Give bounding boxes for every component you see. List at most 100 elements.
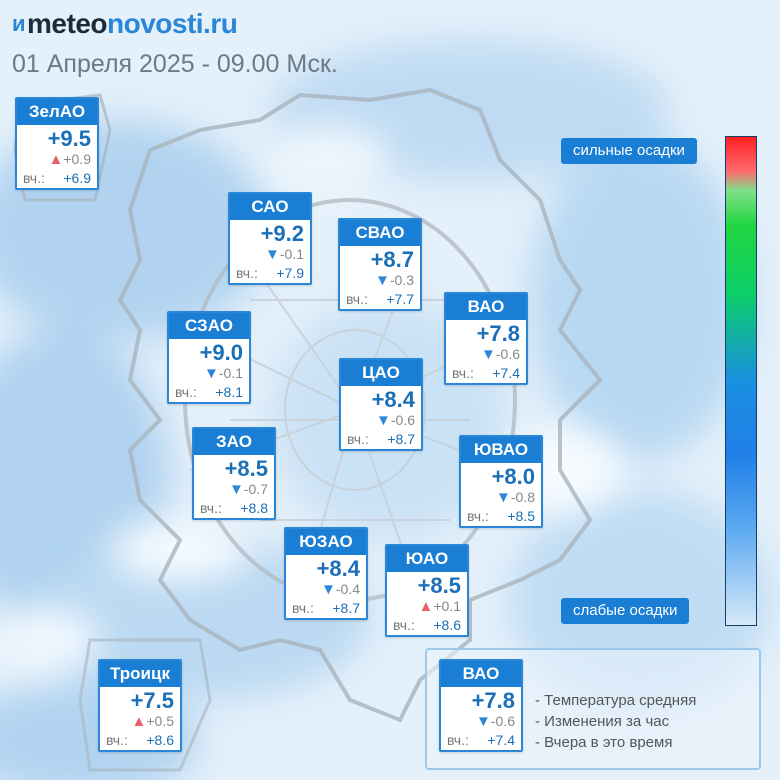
yesterday-label: вч.: xyxy=(393,617,415,633)
down-arrow-icon: ▼ xyxy=(496,489,511,506)
change-value: -0.6 xyxy=(390,412,415,428)
hourly-change: ▲+0.9 xyxy=(17,151,97,168)
down-arrow-icon: ▼ xyxy=(375,272,390,289)
temperature-average: +8.4 xyxy=(316,556,360,581)
district-name: САО xyxy=(230,194,310,220)
temperature-average: +7.5 xyxy=(130,688,174,713)
district-name: ЮЗАО xyxy=(286,529,366,555)
hourly-change: ▼-0.6 xyxy=(441,713,521,730)
yesterday-label: вч.: xyxy=(106,732,128,748)
district-card-zelao: ЗелАО +9.5 ▲+0.9 вч.: +6.9 xyxy=(15,97,99,190)
up-arrow-icon: ▲ xyxy=(418,598,434,615)
yesterday-value: +7.4 xyxy=(492,365,520,381)
yesterday-value: +6.9 xyxy=(63,170,91,186)
temperature-average: +8.0 xyxy=(491,464,535,489)
district-name: ЗелАО xyxy=(17,99,97,125)
yesterday-label: вч.: xyxy=(467,508,489,524)
up-arrow-icon: ▲ xyxy=(48,151,64,168)
hourly-change: ▼-0.8 xyxy=(461,489,541,506)
legend-line-change: - Изменения за час xyxy=(535,713,670,730)
down-arrow-icon: ▼ xyxy=(229,481,244,498)
yesterday-row: вч.: +7.9 xyxy=(230,263,310,283)
yesterday-label: вч.: xyxy=(23,170,45,186)
district-card-vao: ВАО +7.8 ▼-0.6 вч.: +7.4 xyxy=(444,292,528,385)
change-value: +0.5 xyxy=(146,713,174,729)
light-precipitation-label: слабые осадки xyxy=(561,598,690,624)
district-name: СЗАО xyxy=(169,313,249,339)
yesterday-row: вч.: +8.5 xyxy=(461,506,541,526)
hourly-change: ▼-0.7 xyxy=(194,481,274,498)
district-card-svao: СВАО +8.7 ▼-0.3 вч.: +7.7 xyxy=(338,218,422,311)
yesterday-value: +7.4 xyxy=(487,732,515,748)
logo-text-part1: meteo xyxy=(27,8,107,39)
district-card-troitsk: Троицк +7.5 ▲+0.5 вч.: +8.6 xyxy=(98,659,182,752)
hourly-change: ▼-0.1 xyxy=(169,365,249,382)
yesterday-row: вч.: +8.7 xyxy=(341,429,421,449)
district-card-yuao: ЮАО +8.5 ▲+0.1 вч.: +8.6 xyxy=(385,544,469,637)
hourly-change: ▼-0.6 xyxy=(446,346,526,363)
down-arrow-icon: ▼ xyxy=(321,581,336,598)
hourly-change: ▼-0.4 xyxy=(286,581,366,598)
legend-line-average: - Температура средняя xyxy=(535,692,697,709)
change-value: -0.1 xyxy=(279,246,304,262)
legend-descriptions: - Температура средняя - Изменения за час… xyxy=(535,690,696,753)
district-card-szao: СЗАО +9.0 ▼-0.1 вч.: +8.1 xyxy=(167,311,251,404)
logo-text-part2: novosti.ru xyxy=(107,8,238,39)
district-card-yuvao: ЮВАО +8.0 ▼-0.8 вч.: +8.5 xyxy=(459,435,543,528)
yesterday-value: +8.8 xyxy=(240,500,268,516)
yesterday-row: вч.: +8.7 xyxy=(286,598,366,618)
logo-icon: ᴎ xyxy=(12,11,26,36)
yesterday-value: +8.7 xyxy=(332,600,360,616)
hourly-change: ▲+0.5 xyxy=(100,713,180,730)
temperature-average: +8.5 xyxy=(417,573,461,598)
change-value: -0.6 xyxy=(490,713,515,729)
yesterday-label: вч.: xyxy=(346,291,368,307)
yesterday-label: вч.: xyxy=(292,600,314,616)
district-name: Троицк xyxy=(100,661,180,687)
yesterday-value: +8.6 xyxy=(146,732,174,748)
change-arrow-icon: ▼ xyxy=(476,713,491,730)
district-card-yuzao: ЮЗАО +8.4 ▼-0.4 вч.: +8.7 xyxy=(284,527,368,620)
date-time-title: 01 Апреля 2025 - 09.00 Мск. xyxy=(12,50,338,78)
yesterday-row: вч.: +8.6 xyxy=(100,730,180,750)
down-arrow-icon: ▼ xyxy=(376,412,391,429)
yesterday-value: +7.9 xyxy=(276,265,304,281)
district-card-zao: ЗАО +8.5 ▼-0.7 вч.: +8.8 xyxy=(192,427,276,520)
yesterday-row: вч.: +7.7 xyxy=(340,289,420,309)
change-value: -0.1 xyxy=(218,365,243,381)
up-arrow-icon: ▲ xyxy=(131,713,147,730)
district-name: ВАО xyxy=(441,661,521,687)
temperature-average: +7.8 xyxy=(476,321,520,346)
district-name: ЮАО xyxy=(387,546,467,572)
temperature-average: +9.2 xyxy=(260,221,304,246)
hourly-change: ▼-0.1 xyxy=(230,246,310,263)
temperature-average: +8.7 xyxy=(370,247,414,272)
yesterday-row: вч.: +8.1 xyxy=(169,382,249,402)
yesterday-row: вч.: +7.4 xyxy=(441,730,521,750)
yesterday-label: вч.: xyxy=(200,500,222,516)
district-name: ЦАО xyxy=(341,360,421,386)
down-arrow-icon: ▼ xyxy=(265,246,280,263)
district-name: ЗАО xyxy=(194,429,274,455)
yesterday-label: вч.: xyxy=(447,732,469,748)
yesterday-value: +7.7 xyxy=(386,291,414,307)
district-name: СВАО xyxy=(340,220,420,246)
temperature-average: +8.4 xyxy=(371,387,415,412)
temperature-average: +9.5 xyxy=(47,126,91,151)
change-value: -0.6 xyxy=(495,346,520,362)
temperature-average: +7.8 xyxy=(471,688,515,713)
hourly-change: ▼-0.6 xyxy=(341,412,421,429)
hourly-change: ▲+0.1 xyxy=(387,598,467,615)
district-name: ЮВАО xyxy=(461,437,541,463)
down-arrow-icon: ▼ xyxy=(204,365,219,382)
change-value: -0.4 xyxy=(335,581,360,597)
change-value: -0.8 xyxy=(510,489,535,505)
change-value: -0.3 xyxy=(389,272,414,288)
site-logo[interactable]: ᴎ meteo novosti.ru xyxy=(12,8,238,40)
yesterday-label: вч.: xyxy=(175,384,197,400)
down-arrow-icon: ▼ xyxy=(481,346,496,363)
legend-line-yesterday: - Вчера в это время xyxy=(535,734,673,751)
yesterday-label: вч.: xyxy=(452,365,474,381)
yesterday-label: вч.: xyxy=(236,265,258,281)
precipitation-scale-bar xyxy=(725,136,757,626)
